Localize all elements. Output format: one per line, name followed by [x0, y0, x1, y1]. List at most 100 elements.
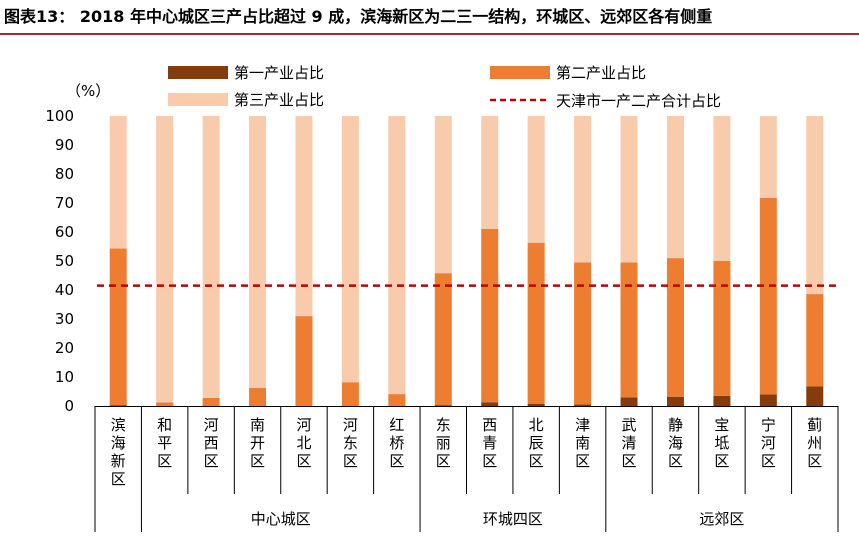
category-label-char: 东 [436, 416, 451, 434]
legend-label-2: 第二产业占比 [556, 64, 646, 82]
bar-segment-3 [202, 116, 220, 398]
category-label-char: 西 [482, 416, 497, 434]
category-label-char: 清 [622, 434, 637, 452]
category-label-char: 区 [204, 452, 219, 470]
bar-segment-3 [388, 116, 406, 395]
legend-label-reference: 天津市一产二产合计占比 [556, 92, 721, 110]
y-tick-label: 80 [55, 165, 74, 183]
category-label-char: 区 [482, 452, 497, 470]
category-label-char: 南 [575, 434, 590, 452]
category-label-char: 北 [529, 416, 544, 434]
bar-segment-1 [434, 405, 452, 406]
group-label-2: 环城四区 [483, 510, 543, 528]
category-label-char: 区 [668, 452, 683, 470]
y-tick-label: 0 [64, 397, 74, 415]
category-label-char: 宁 [761, 416, 776, 434]
bar-segment-1 [759, 394, 777, 406]
bar-segment-2 [249, 388, 267, 406]
category-label-char: 区 [622, 452, 637, 470]
bar-segment-2 [295, 316, 313, 406]
legend-swatch-1 [168, 66, 228, 79]
bar-segment-2 [388, 394, 406, 406]
legend-label-3: 第三产业占比 [234, 91, 324, 109]
category-label-char: 区 [343, 452, 358, 470]
category-label-char: 区 [714, 452, 729, 470]
bar-segment-3 [806, 116, 824, 295]
y-tick-label: 50 [55, 252, 74, 270]
y-tick-label: 70 [55, 194, 74, 212]
bar-segment-2 [620, 262, 638, 398]
category-label-char: 青 [482, 434, 497, 452]
category-label-char: 海 [668, 434, 683, 452]
bar-segment-3 [666, 116, 684, 259]
category-label-char: 州 [807, 434, 822, 452]
y-tick-label: 90 [55, 136, 74, 154]
category-label-char: 区 [807, 452, 822, 470]
category-label-char: 区 [157, 452, 172, 470]
category-label-char: 滨 [111, 416, 126, 434]
bar-segment-3 [295, 116, 313, 317]
bar-segment-3 [434, 116, 452, 274]
bar-segment-2 [713, 261, 731, 396]
bar-segment-1 [109, 405, 127, 406]
group-label-3: 远郊区 [699, 510, 744, 528]
bar-segment-3 [481, 116, 499, 229]
bar-segment-1 [666, 396, 684, 406]
category-label-char: 桥 [389, 434, 404, 452]
bar-segment-3 [156, 116, 174, 403]
bar-segment-3 [759, 116, 777, 198]
category-label-char: 海 [111, 434, 126, 452]
category-label-char: 河 [204, 416, 219, 434]
group-label-1: 中心城区 [251, 510, 311, 528]
category-label-char: 河 [296, 416, 311, 434]
bar-segment-2 [156, 402, 174, 406]
category-label-char: 辰 [529, 434, 544, 452]
category-label-char: 武 [622, 416, 637, 434]
category-label-char: 区 [575, 452, 590, 470]
y-tick-label: 60 [55, 223, 74, 241]
category-label-char: 静 [668, 416, 683, 434]
category-label-char: 丽 [436, 434, 451, 452]
y-tick-label: 10 [55, 368, 74, 386]
bar-segment-3 [527, 116, 545, 243]
category-label-char: 坻 [714, 434, 729, 452]
bar-segment-1 [481, 402, 499, 406]
bar-segment-1 [713, 395, 731, 406]
bar-segment-2 [806, 294, 824, 387]
figure-title: 图表13： 2018 年中心城区三产占比超过 9 成，滨海新区为二三一结构，环城… [4, 7, 713, 26]
category-label-char: 区 [296, 452, 311, 470]
bar-segment-2 [759, 197, 777, 395]
category-label-char: 平 [157, 434, 172, 452]
bar-segment-2 [666, 258, 684, 397]
bar-segment-3 [713, 116, 731, 261]
bar-segment-3 [341, 116, 359, 383]
bar-segment-2 [109, 248, 127, 406]
category-label-char: 开 [250, 434, 265, 452]
category-label-char: 北 [296, 434, 311, 452]
legend-label-1: 第一产业占比 [234, 64, 324, 82]
category-label-char: 区 [389, 452, 404, 470]
bar-segment-2 [527, 242, 545, 404]
category-label-char: 河 [343, 416, 358, 434]
category-label-char: 西 [204, 434, 219, 452]
title-underline [0, 33, 859, 35]
category-label-char: 新 [111, 452, 126, 470]
y-unit-label: （%） [66, 82, 110, 100]
bar-segment-2 [481, 228, 499, 403]
bar-segment-2 [434, 273, 452, 406]
bar-segment-1 [527, 403, 545, 406]
category-label-char: 红 [389, 416, 404, 434]
y-tick-label: 20 [55, 339, 74, 357]
bar-segment-2 [202, 397, 220, 406]
category-label-char: 东 [343, 434, 358, 452]
y-tick-label: 100 [45, 107, 74, 125]
bar-segment-2 [574, 262, 592, 405]
category-label-char: 区 [250, 452, 265, 470]
bar-segment-1 [806, 386, 824, 406]
category-label-char: 蓟 [807, 416, 822, 434]
y-tick-label: 30 [55, 310, 74, 328]
bar-segment-3 [249, 116, 267, 389]
bar-segment-1 [574, 404, 592, 406]
category-label-char: 南 [250, 416, 265, 434]
